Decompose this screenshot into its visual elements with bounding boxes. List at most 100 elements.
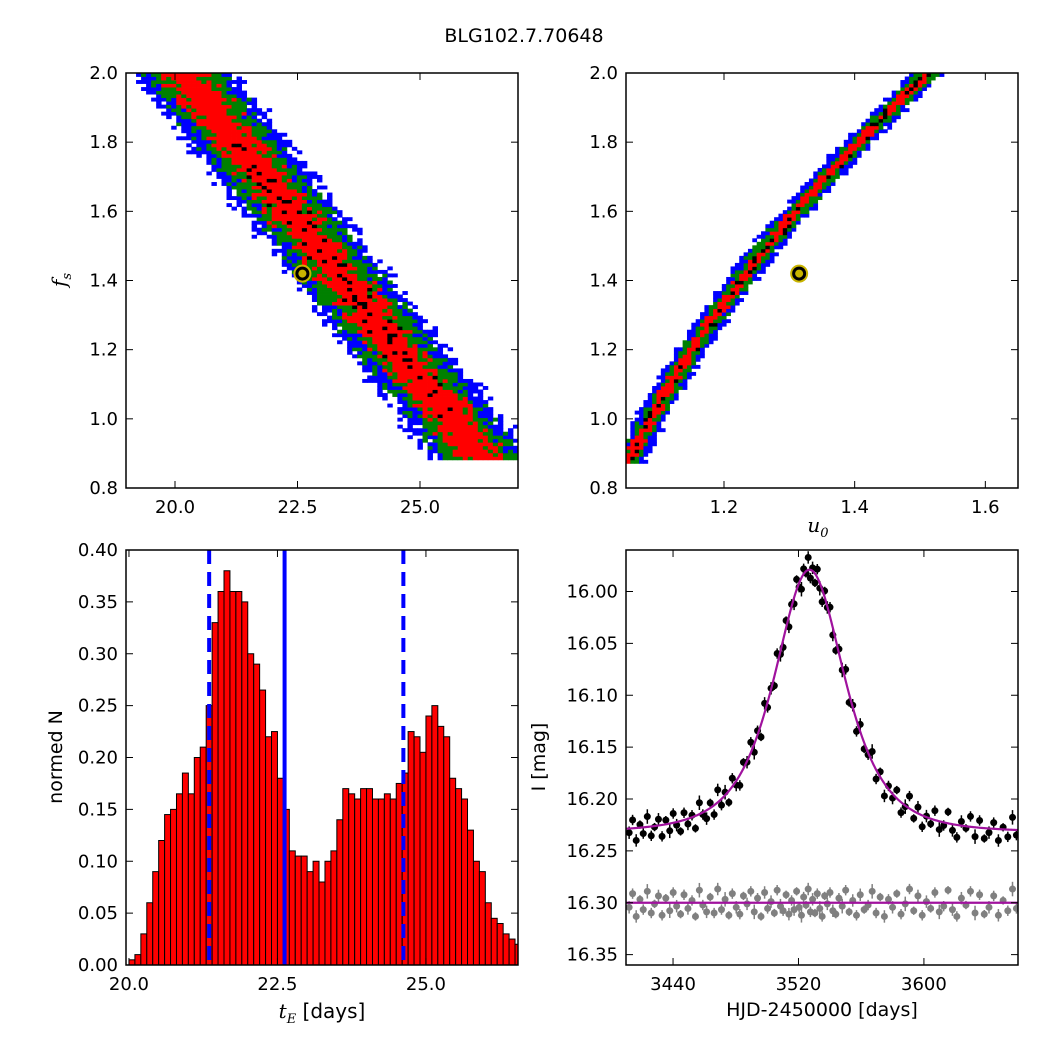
grid-cell	[417, 428, 423, 433]
grid-cell	[322, 298, 328, 303]
grid-cell	[874, 115, 880, 120]
grid-cell	[276, 206, 283, 211]
grid-cell	[437, 343, 444, 348]
grid-cell	[377, 343, 383, 348]
grid-cell	[913, 83, 919, 88]
grid-cell	[276, 217, 283, 222]
grid-cell	[226, 174, 232, 179]
grid-cell	[256, 178, 263, 183]
grid-cell	[743, 291, 749, 295]
grid-cell	[487, 410, 494, 415]
grid-cell	[392, 319, 398, 324]
grid-cell	[492, 442, 499, 447]
grid-cell	[246, 108, 253, 113]
grid-cell	[211, 118, 217, 123]
grid-cell	[141, 73, 147, 77]
grid-cell	[387, 308, 393, 313]
grid-cell	[226, 196, 232, 201]
grid-cell	[382, 343, 388, 348]
grid-cell	[756, 241, 762, 246]
histogram-bar	[472, 860, 480, 966]
y-tick-label: 1.2	[89, 340, 118, 361]
grid-cell	[337, 269, 343, 274]
histogram-bars	[128, 570, 519, 966]
grid-cell	[236, 111, 242, 116]
grid-cell	[452, 361, 459, 366]
grid-cell	[276, 160, 283, 165]
grid-cell	[713, 305, 718, 310]
histogram-bar	[383, 793, 391, 966]
grid-cell	[236, 203, 242, 208]
grid-cell	[286, 139, 293, 144]
grid-cell	[432, 326, 438, 331]
grid-cell	[201, 118, 207, 123]
histogram-bar	[217, 591, 225, 966]
grid-cell	[251, 160, 258, 165]
grid-cell	[743, 266, 749, 271]
residual-point	[750, 908, 758, 916]
grid-cell	[186, 101, 192, 106]
grid-cell	[447, 431, 454, 436]
grid-cell	[778, 238, 784, 243]
grid-cell	[151, 83, 157, 88]
grid-cell	[352, 298, 358, 303]
grid-cell	[241, 146, 248, 151]
grid-cell	[316, 245, 323, 250]
grid-cell	[256, 153, 263, 158]
grid-cell	[432, 393, 438, 397]
grid-cell	[392, 301, 398, 306]
grid-cell	[747, 273, 753, 278]
grid-cell	[241, 160, 248, 165]
histogram-bar	[360, 788, 368, 966]
grid-cell	[362, 347, 368, 352]
grid-cell	[402, 333, 408, 338]
grid-cell	[713, 329, 718, 334]
grid-cell	[704, 308, 710, 313]
grid-cell	[913, 73, 919, 77]
grid-cell	[216, 157, 222, 162]
grid-cell	[492, 424, 499, 429]
grid-cell	[730, 308, 736, 313]
grid-cell	[848, 146, 853, 151]
grid-cell	[437, 357, 444, 362]
grid-cell	[306, 182, 313, 186]
grid-cell	[271, 248, 278, 253]
grid-cell	[909, 80, 914, 84]
grid-cell	[382, 347, 388, 352]
grid-cell	[176, 115, 182, 120]
grid-cell	[151, 73, 157, 77]
grid-cell	[691, 364, 697, 369]
grid-cell	[830, 178, 836, 183]
grid-cell	[306, 284, 313, 288]
grid-cell	[301, 160, 308, 165]
grid-cell	[382, 386, 388, 390]
grid-cell	[874, 125, 880, 130]
grid-cell	[402, 322, 408, 327]
grid-cell	[342, 322, 348, 327]
grid-cell	[196, 101, 202, 106]
grid-cell	[311, 291, 318, 295]
grid-cell	[261, 231, 268, 236]
residual-point	[872, 909, 880, 917]
grid-cell	[422, 428, 428, 433]
grid-cell	[482, 410, 489, 415]
grid-cell	[442, 428, 449, 433]
grid-cell	[452, 442, 459, 447]
figure-title: BLG102.7.70648	[444, 25, 603, 47]
data-point	[948, 826, 956, 834]
grid-cell	[387, 301, 393, 306]
grid-cell	[347, 273, 353, 278]
grid-cell	[417, 421, 423, 426]
grid-cell	[251, 178, 258, 183]
grid-cell	[407, 375, 413, 380]
grid-cell	[708, 312, 714, 317]
grid-cell	[362, 291, 368, 295]
grid-cell	[402, 375, 408, 380]
grid-cell	[669, 393, 675, 397]
grid-cell	[412, 347, 418, 352]
grid-cell	[231, 139, 237, 144]
grid-cell	[437, 347, 444, 352]
grid-cell	[412, 396, 418, 401]
grid-cell	[917, 76, 923, 81]
grid-cell	[808, 182, 814, 186]
